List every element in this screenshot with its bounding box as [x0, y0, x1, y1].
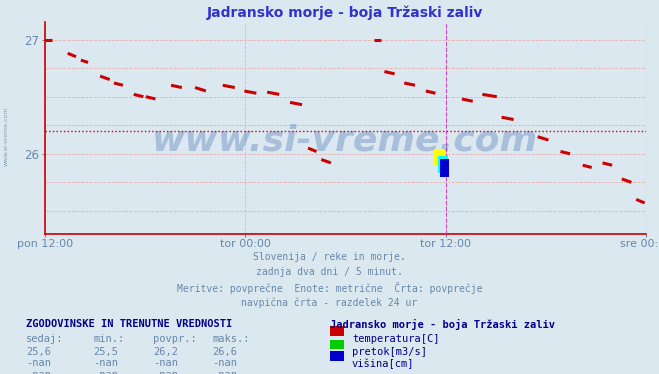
Bar — [438, 156, 448, 173]
Text: min.:: min.: — [94, 334, 125, 344]
Text: -nan: -nan — [94, 370, 119, 374]
Text: 26,2: 26,2 — [153, 347, 178, 357]
Text: -nan: -nan — [26, 358, 51, 368]
Text: sedaj:: sedaj: — [26, 334, 64, 344]
Text: www.si-vreme.com: www.si-vreme.com — [4, 107, 9, 166]
Text: Slovenija / reke in morje.: Slovenija / reke in morje. — [253, 252, 406, 263]
Bar — [440, 159, 449, 177]
Text: zadnja dva dni / 5 minut.: zadnja dva dni / 5 minut. — [256, 267, 403, 278]
Text: maks.:: maks.: — [212, 334, 250, 344]
Text: 25,6: 25,6 — [26, 347, 51, 357]
Text: www.si-vreme.com: www.si-vreme.com — [152, 124, 538, 158]
Text: navpična črta - razdelek 24 ur: navpična črta - razdelek 24 ur — [241, 297, 418, 308]
Bar — [434, 149, 445, 166]
Text: 25,5: 25,5 — [94, 347, 119, 357]
Text: višina[cm]: višina[cm] — [352, 358, 415, 369]
Text: Jadransko morje - boja Tržaski zaliv: Jadransko morje - boja Tržaski zaliv — [330, 319, 554, 329]
Text: -nan: -nan — [212, 370, 237, 374]
Text: Meritve: povprečne  Enote: metrične  Črta: povprečje: Meritve: povprečne Enote: metrične Črta:… — [177, 282, 482, 294]
Text: -nan: -nan — [26, 370, 51, 374]
Text: -nan: -nan — [153, 370, 178, 374]
Text: ZGODOVINSKE IN TRENUTNE VREDNOSTI: ZGODOVINSKE IN TRENUTNE VREDNOSTI — [26, 319, 233, 329]
Text: -nan: -nan — [94, 358, 119, 368]
Text: temperatura[C]: temperatura[C] — [352, 334, 440, 344]
Title: Jadransko morje - boja Tržaski zaliv: Jadransko morje - boja Tržaski zaliv — [207, 5, 484, 20]
Text: -nan: -nan — [153, 358, 178, 368]
Text: pretok[m3/s]: pretok[m3/s] — [352, 347, 427, 357]
Text: 26,6: 26,6 — [212, 347, 237, 357]
Text: povpr.:: povpr.: — [153, 334, 196, 344]
Text: -nan: -nan — [212, 358, 237, 368]
